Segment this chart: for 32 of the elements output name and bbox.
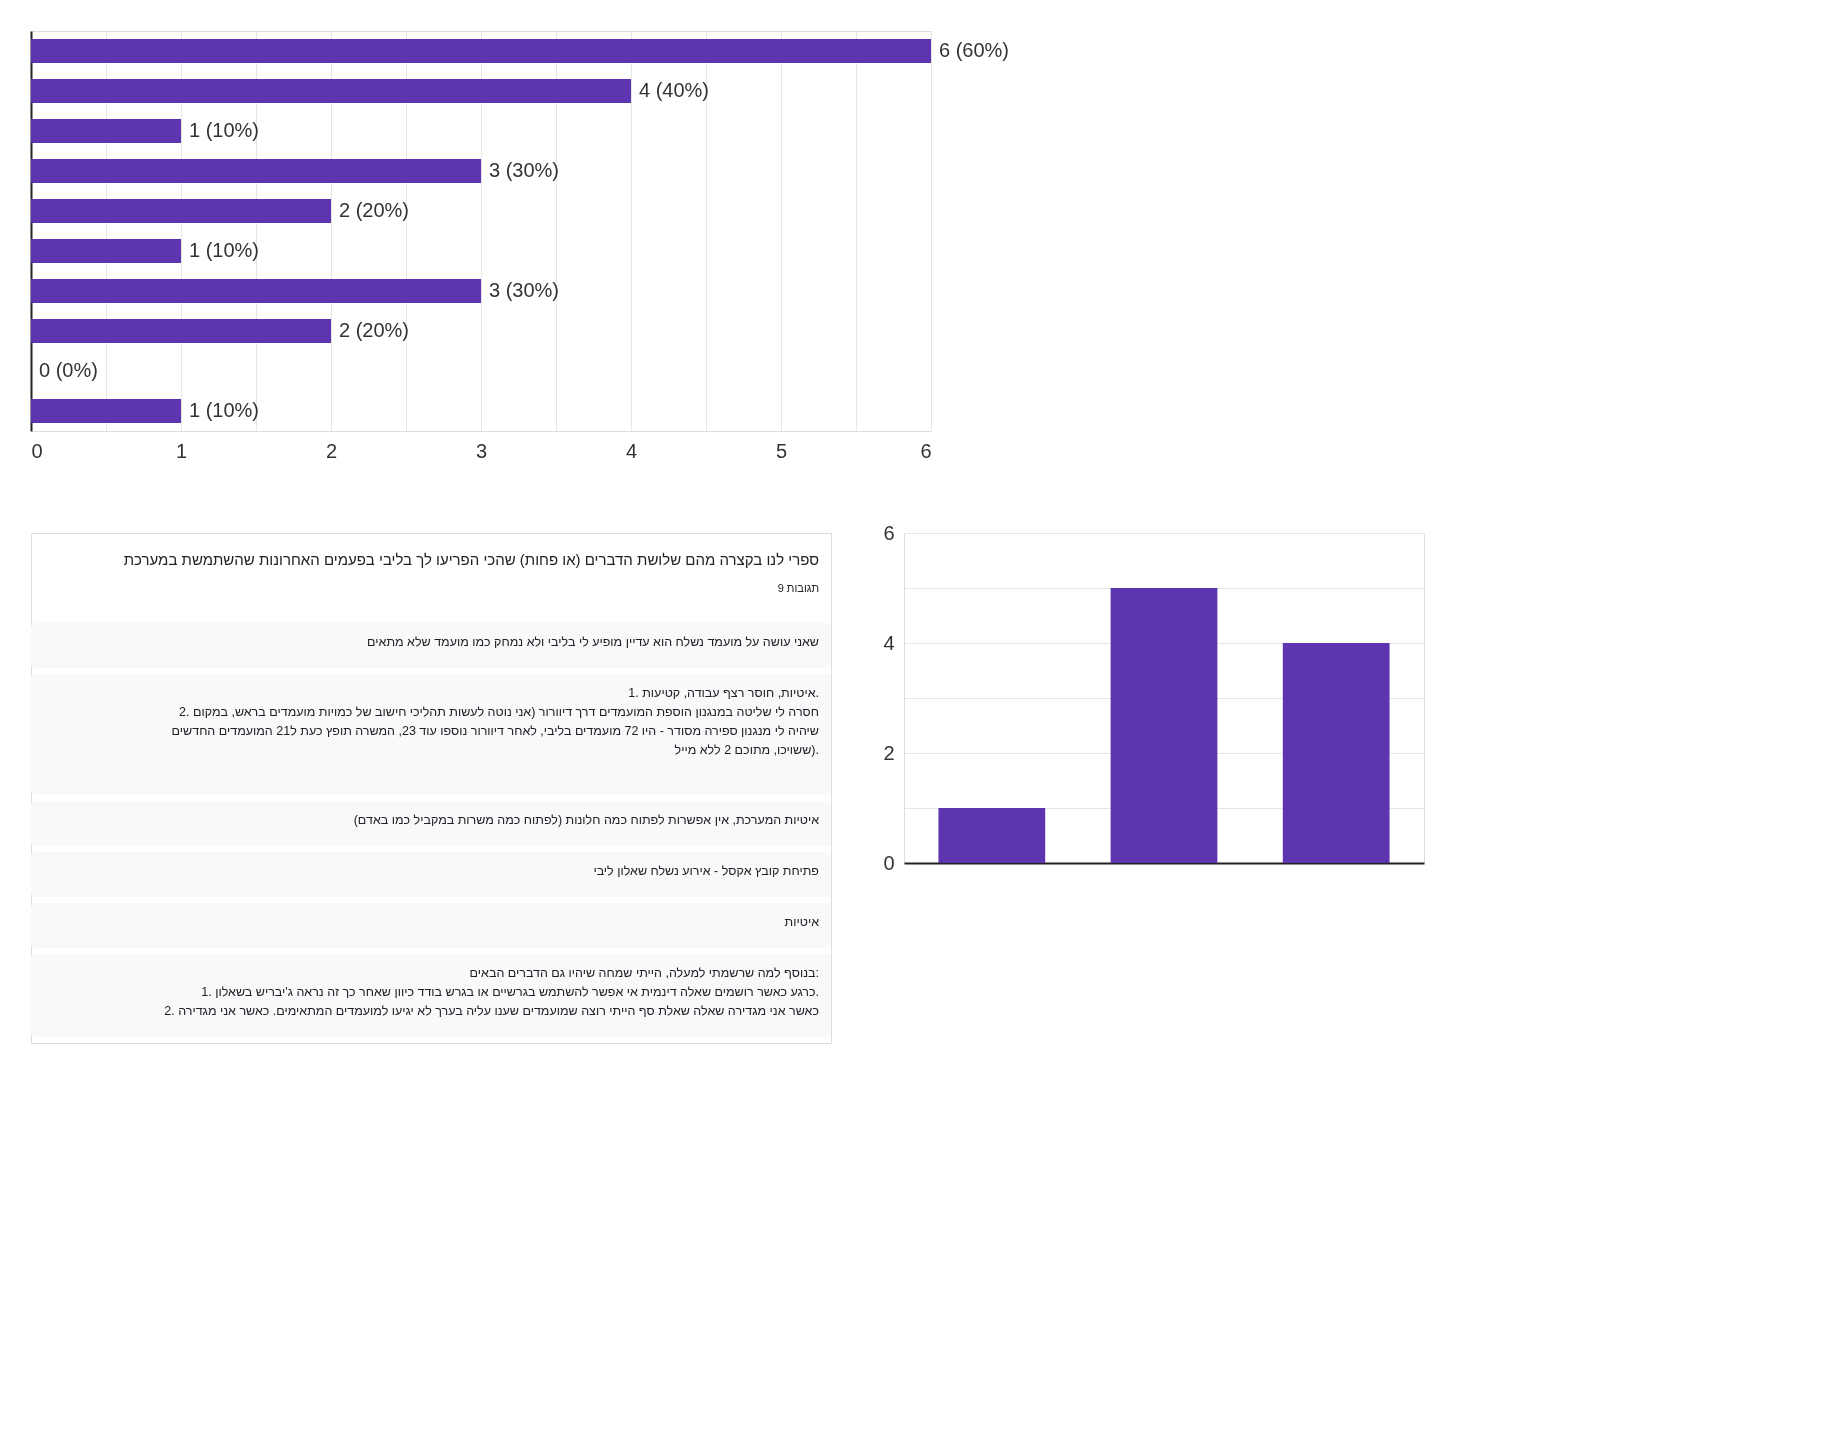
data-label: 3 (30%) bbox=[489, 279, 560, 301]
data-label: 2 (20%) bbox=[339, 199, 410, 221]
text: בנוסף למה שרשמתי למעלה, הייתי שמחה שיהיו גם הדברים הבאים: 1. כרגע כאשר רושמים שאלה דינמית אי אפשר להשתמש בגרשיים או בגרש בודד כיוון שאחר כך זה נראה ג'יבריש בשאלון. 2. כאשר אני מגדירה שאלה שאלת סף הייתי רוצה שמועמדים שענו עליה בערך לא יגיעו למועמדים המתאימים. כאשר אני מגדירה bbox=[164, 966, 819, 1018]
bar bbox=[938, 808, 1046, 863]
x-tick-label: 5 bbox=[775, 439, 788, 462]
x-tick-label: 2 bbox=[325, 439, 338, 462]
y-tick-label: 6 bbox=[883, 521, 895, 544]
text: 9 תגובות bbox=[777, 582, 819, 594]
x-tick-label: 3 bbox=[475, 439, 488, 462]
text: ספרי לנו בקצרה מהם שלושת הדברים (או פחות) שהכי הפריעו לך בליבי בפעמים האחרונות שהשתמשת במערכת bbox=[123, 551, 820, 568]
text: איטיות המערכת, אין אפשרות לפתוח כמה חלונות (לפתוח כמה משרות במקביל כמו באדם) bbox=[353, 813, 820, 827]
data-label: 2 (20%) bbox=[339, 319, 410, 341]
y-tick-label: 4 bbox=[883, 631, 895, 654]
text: איטיות bbox=[784, 915, 820, 929]
x-tick-label: 4 bbox=[625, 439, 638, 462]
bar bbox=[1282, 643, 1390, 863]
y-tick-label: 0 bbox=[883, 851, 895, 874]
data-label: 1 (10%) bbox=[189, 239, 260, 261]
x-tick-label: 6 bbox=[920, 439, 932, 462]
x-tick-label: 0 bbox=[31, 439, 43, 462]
x-tick-label: 1 bbox=[175, 439, 188, 462]
text: 1. איטיות, חוסר רצף עבודה, קטיעות. 2. חסרה לי שליטה במנגנון הוספת המועמדים דרך דיוורור (אני נוטה לעשות תהליכי חישוב של כמויות מועמדים בראש, במקום שיהיה לי מנגנון ספירה מסודר - היו 72 מועמדים בליבי, לאחר דיוורור נוספו עוד 23, המשרה תופץ כעת ל21 המועמדים החדשים ששויכו, מתוכם 2 ללא מייל). bbox=[171, 686, 819, 757]
text: פתיחת קובץ אקסל - אירוע נשלח שאלון ליבי bbox=[593, 864, 819, 878]
data-label: 4 (40%) bbox=[639, 79, 710, 101]
data-label: 3 (30%) bbox=[489, 159, 560, 181]
y-tick-label: 2 bbox=[883, 741, 895, 764]
data-label: 1 (10%) bbox=[189, 119, 260, 141]
bar bbox=[1110, 588, 1218, 863]
data-label: 0 (0%) bbox=[39, 359, 98, 381]
data-label: 6 (60%) bbox=[939, 39, 1010, 61]
data-label: 1 (10%) bbox=[189, 399, 260, 421]
text: שאני עושה על מועמד נשלח הוא עדיין מופיע לי בליבי ולא נמחק כמו מועמד שלא מתאים bbox=[367, 635, 819, 649]
